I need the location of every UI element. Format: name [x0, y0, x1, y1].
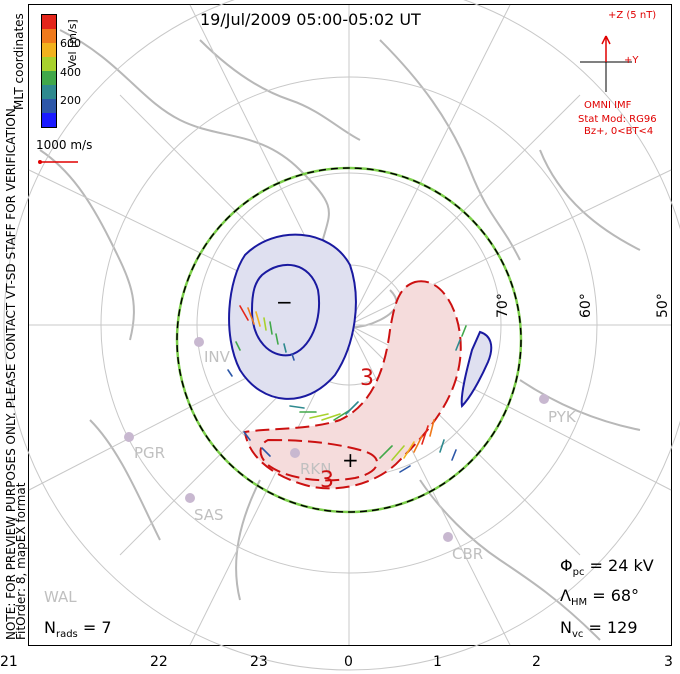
stat-lambda-hm: ΛHM = 68° — [560, 586, 639, 608]
positive-convection-cell — [243, 280, 462, 490]
hm-boundary — [175, 166, 523, 514]
station-label-pyk: PYK — [548, 408, 576, 426]
station-label-cbr: CBR — [452, 545, 484, 563]
imf-model: Stat Mod: RG96 — [578, 114, 657, 125]
lambda-value: = 68° — [592, 586, 640, 605]
mlt-tick-22: 22 — [150, 654, 168, 670]
stat-n-rads: Nrads = 7 — [44, 618, 112, 640]
map-title: 19/Jul/2009 05:00-05:02 UT — [200, 10, 421, 29]
nvc-value: = 129 — [588, 618, 638, 637]
nrads-sub: rads — [55, 629, 78, 641]
nrads-value: = 7 — [82, 618, 112, 637]
scale-vector — [38, 160, 78, 164]
mlt-tick-0: 0 — [344, 654, 353, 670]
colorbar-segment — [42, 85, 56, 99]
map-frame — [28, 4, 672, 646]
phi-sub: pc — [572, 567, 585, 579]
station-label-inv: INV — [204, 348, 230, 366]
coastlines — [39, 29, 641, 641]
velocity-colorbar — [41, 14, 57, 128]
colorbar-tick-200: 200 — [60, 94, 81, 107]
colorbar-segment — [42, 99, 56, 113]
mlt-tick-1: 1 — [433, 654, 442, 670]
lambda-symbol: Λ — [560, 586, 571, 605]
station-label-pgr: PGR — [134, 444, 166, 462]
station-markers — [124, 337, 549, 542]
negative-cell-sign: − — [276, 290, 293, 314]
lat-label-60: 60° — [578, 293, 594, 318]
colorbar-label: Vel [m/s] — [66, 19, 79, 68]
contour-value-label-2: 3 — [320, 468, 334, 493]
mlt-tick-23: 23 — [250, 654, 268, 670]
imf-z-label: +Z (5 nT) — [608, 10, 657, 21]
lat-label-70: 70° — [495, 293, 511, 318]
station-label-sas: SAS — [194, 506, 224, 524]
imf-source: OMNI IMF — [584, 100, 632, 111]
colorbar-segment — [42, 57, 56, 71]
mlt-tick-3: 3 — [664, 654, 673, 670]
mlt-tick-21: 21 — [0, 654, 18, 670]
colorbar-tick-600: 600 — [60, 37, 81, 50]
imf-condition: Bz+, 0<BT<4 — [584, 126, 654, 137]
phi-symbol: Φ — [560, 556, 573, 575]
contour-value-label-1: 3 — [360, 366, 374, 391]
colorbar-segment — [42, 43, 56, 57]
fit-order-note: FitOrder: 8, mapEX format — [14, 482, 28, 640]
nvc-symbol: N — [560, 618, 572, 637]
nrads-symbol: N — [44, 618, 56, 637]
coords-label: MLT coordinates — [12, 13, 26, 110]
velocity-vectors — [227, 305, 467, 473]
lambda-sub: HM — [570, 597, 588, 609]
colorbar-tick-400: 400 — [60, 66, 81, 79]
imf-y-label: +Y — [624, 55, 639, 66]
colorbar-segment — [42, 29, 56, 43]
colorbar-segment — [42, 113, 56, 127]
scale-vector-label: 1000 m/s — [36, 138, 93, 152]
lat-label-50: 50° — [655, 293, 671, 318]
stat-n-vc: Nvc = 129 — [560, 618, 638, 640]
mlt-tick-2: 2 — [532, 654, 541, 670]
imf-clock-dial — [580, 35, 632, 92]
stat-phi-pc: Φpc = 24 kV — [560, 556, 654, 578]
colorbar-segment — [42, 15, 56, 29]
phi-value: = 24 kV — [589, 556, 654, 575]
station-label-rkn: RKN — [300, 460, 332, 478]
positive-cell-sign: + — [342, 448, 359, 472]
colorbar-segment — [42, 71, 56, 85]
negative-convection-cell — [228, 233, 493, 409]
station-label-wal: WAL — [44, 588, 77, 606]
nvc-sub: vc — [571, 629, 584, 641]
